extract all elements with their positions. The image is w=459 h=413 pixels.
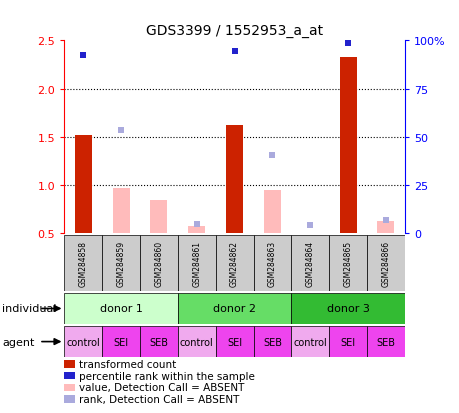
Bar (75, 135, 92, 233)
Bar (291, 293, 404, 324)
Bar (64, 326, 102, 357)
FancyBboxPatch shape (178, 235, 215, 291)
Text: donor 1: donor 1 (100, 304, 142, 314)
Text: value, Detection Call = ABSENT: value, Detection Call = ABSENT (79, 382, 244, 392)
Text: GSM284864: GSM284864 (305, 240, 314, 286)
FancyBboxPatch shape (215, 235, 253, 291)
Bar (339, 58, 356, 233)
FancyBboxPatch shape (102, 235, 140, 291)
Bar (215, 326, 253, 357)
Text: GSM284862: GSM284862 (230, 240, 239, 286)
FancyBboxPatch shape (64, 235, 102, 291)
FancyBboxPatch shape (366, 235, 404, 291)
Text: control: control (66, 337, 100, 347)
Text: SEI: SEI (113, 337, 129, 347)
Text: GSM284863: GSM284863 (267, 240, 276, 286)
Bar (102, 326, 140, 357)
Bar (150, 201, 167, 233)
Bar (329, 326, 366, 357)
Text: transformed count: transformed count (79, 359, 176, 369)
Bar (178, 293, 291, 324)
Text: donor 2: donor 2 (213, 304, 256, 314)
FancyBboxPatch shape (291, 235, 329, 291)
Text: GSM284860: GSM284860 (154, 240, 163, 286)
Text: donor 3: donor 3 (326, 304, 369, 314)
Text: rank, Detection Call = ABSENT: rank, Detection Call = ABSENT (79, 394, 239, 404)
Bar (291, 326, 329, 357)
Text: SEI: SEI (340, 337, 355, 347)
Bar (188, 227, 205, 233)
Bar (178, 326, 215, 357)
Text: SEB: SEB (263, 337, 281, 347)
FancyBboxPatch shape (253, 235, 291, 291)
Bar (226, 126, 243, 233)
Text: SEB: SEB (375, 337, 395, 347)
FancyBboxPatch shape (140, 235, 178, 291)
Text: percentile rank within the sample: percentile rank within the sample (79, 371, 254, 381)
Text: individual: individual (2, 304, 56, 314)
Bar (366, 326, 404, 357)
Bar (112, 188, 129, 233)
Text: control: control (179, 337, 213, 347)
Bar (140, 326, 178, 357)
Bar (376, 222, 393, 233)
Text: SEI: SEI (227, 337, 241, 347)
Text: GSM284859: GSM284859 (117, 240, 125, 286)
Text: control: control (293, 337, 326, 347)
Text: agent: agent (2, 337, 34, 347)
Text: GSM284858: GSM284858 (78, 240, 88, 286)
Bar (263, 190, 280, 233)
Text: SEB: SEB (149, 337, 168, 347)
FancyBboxPatch shape (329, 235, 366, 291)
Text: GSM284866: GSM284866 (381, 240, 390, 286)
Bar (64, 293, 178, 324)
Text: GSM284861: GSM284861 (192, 240, 201, 286)
Title: GDS3399 / 1552953_a_at: GDS3399 / 1552953_a_at (146, 24, 323, 38)
Text: GSM284865: GSM284865 (343, 240, 352, 286)
Bar (253, 326, 291, 357)
